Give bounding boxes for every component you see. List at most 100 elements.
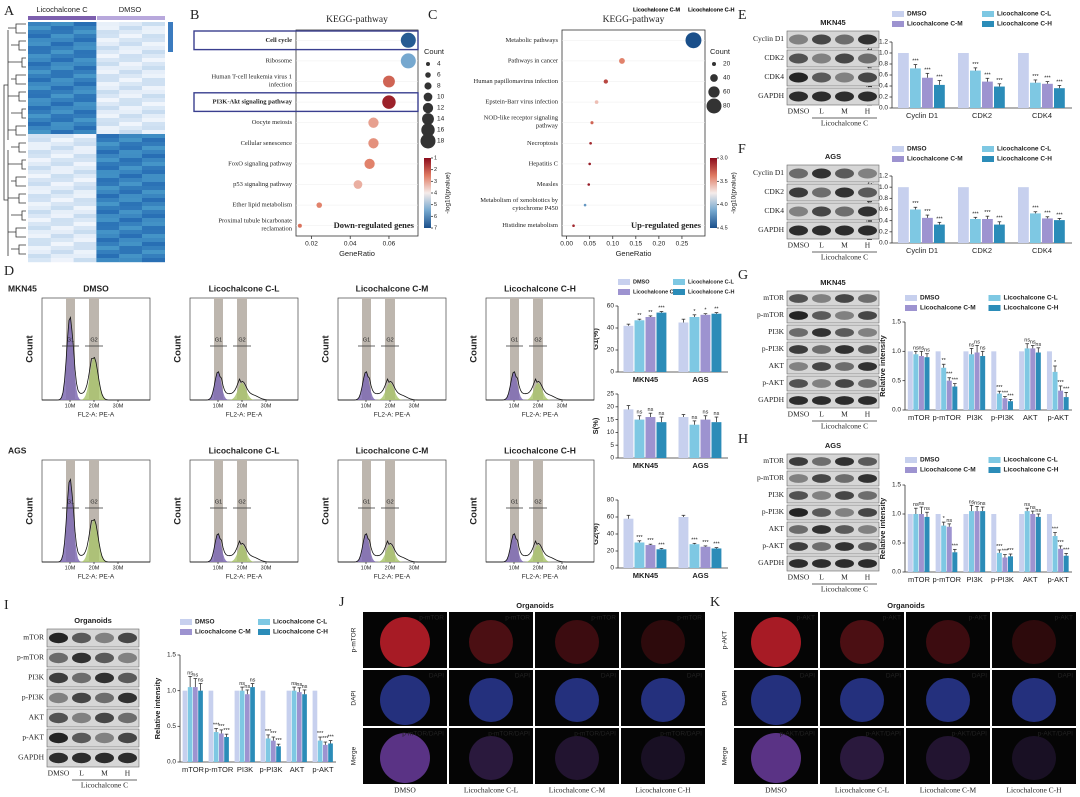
heatmap-cell <box>119 214 143 219</box>
y-tick-label: 0.4 <box>879 83 888 90</box>
significance-label: ns <box>714 411 720 417</box>
lane-label: L <box>819 573 824 582</box>
heatmap-cell <box>28 258 51 263</box>
row-label: p-mTOR <box>351 627 358 652</box>
lane-label: DMSO <box>788 107 810 116</box>
blot-row-label: p-PI3K <box>22 693 45 702</box>
y-tick-label: 1.0 <box>879 184 888 191</box>
organoid <box>926 736 970 780</box>
lane-label: DMSO <box>788 410 810 419</box>
blot-band <box>835 187 854 198</box>
heatmap-cell <box>50 34 74 39</box>
lane-label: DMSO <box>48 769 70 778</box>
lane-label: DMSO <box>788 573 810 582</box>
blot-strip <box>786 307 880 324</box>
legend-label: DMSO <box>907 11 927 18</box>
blot-row-label: Cyclin D1 <box>753 168 784 177</box>
blot-band <box>812 187 831 198</box>
legend-swatch <box>673 279 685 285</box>
heatmap-cell <box>50 150 74 155</box>
heatmap-cell <box>96 26 120 31</box>
blot-band <box>858 362 877 371</box>
size-legend-dot <box>710 74 718 82</box>
significance-label: *** <box>946 372 953 378</box>
y-tick-label: 0.4 <box>879 217 888 224</box>
legend-label: Licochalcone C-L <box>688 279 734 285</box>
y-tick-label: 60 <box>607 303 615 310</box>
micrograph <box>992 728 1076 784</box>
blot-strip <box>46 628 140 648</box>
significance-label: *** <box>1007 393 1014 399</box>
significance-label: *** <box>275 738 282 744</box>
blot-strip <box>786 392 880 409</box>
x-tick-label: 0.02 <box>305 241 318 248</box>
bar <box>994 224 1005 243</box>
heatmap-cell <box>28 182 51 187</box>
blot-row-label: p-mTOR <box>757 310 784 319</box>
organoid <box>751 733 801 783</box>
blot-band <box>858 457 877 466</box>
g2-peak <box>486 382 594 400</box>
blot-band <box>858 328 877 337</box>
lane-label: H <box>865 410 871 419</box>
significance-label: ns <box>980 345 986 351</box>
heatmap-cell <box>96 138 120 143</box>
blot-strip <box>46 688 140 708</box>
legend-label: Licochalcone C-H <box>688 289 734 295</box>
significance-label: ns <box>198 677 204 683</box>
x-axis-label: GeneRatio <box>339 249 375 258</box>
bar <box>941 525 947 572</box>
x-tick-label: 20M <box>89 403 100 409</box>
heatmap-cell <box>50 170 74 175</box>
significance-label: ns <box>637 410 643 416</box>
g1-peak <box>190 371 298 400</box>
heatmap-cell <box>142 94 165 99</box>
dendrogram <box>11 40 26 51</box>
significance-label: *** <box>1044 211 1051 217</box>
bar <box>922 77 933 108</box>
bar <box>656 549 667 568</box>
gate-band <box>362 298 371 400</box>
heatmap-cell <box>73 242 97 247</box>
heatmap-cell <box>119 82 143 87</box>
heatmap-cell <box>142 86 165 91</box>
panel-title: DMSO <box>83 283 109 293</box>
bar <box>946 380 952 410</box>
heatmap-cell <box>73 234 97 239</box>
heatmap-cell <box>50 238 74 243</box>
heatmap-cell <box>28 254 51 259</box>
bar <box>935 351 941 410</box>
heatmap-cell <box>142 102 165 107</box>
significance-label: ns <box>919 501 925 507</box>
blot-band <box>49 712 68 724</box>
heatmap-cell <box>73 46 97 51</box>
size-legend-label: 20 <box>723 61 731 68</box>
y-tick-label: 0.5 <box>167 723 176 730</box>
blot-strip <box>46 728 140 748</box>
channel-tag: DAPI <box>886 673 901 680</box>
heatmap-cell <box>28 142 51 147</box>
gate-label: G1 <box>511 499 518 505</box>
heatmap-cell <box>96 242 120 247</box>
blot-row-label: PI3K <box>768 490 784 499</box>
heatmap-cell <box>73 22 97 27</box>
blot-band <box>858 474 877 483</box>
blot-band <box>858 311 877 320</box>
blot-band <box>49 632 68 644</box>
blot-strip <box>786 341 880 358</box>
heatmap-cell <box>119 150 143 155</box>
category-label: Hepatitis C <box>529 160 558 167</box>
blot-band <box>812 542 831 551</box>
heatmap-cell <box>73 254 97 259</box>
heatmap-cell <box>28 186 51 191</box>
bar <box>1058 390 1064 410</box>
gate-band <box>510 298 519 400</box>
heatmap-cell <box>28 162 51 167</box>
row-label: Merge <box>351 746 358 765</box>
gate-band <box>533 460 543 562</box>
lane-label: H <box>125 769 131 778</box>
heatmap-cell <box>119 194 143 199</box>
gate-band <box>362 460 371 562</box>
heatmap-cell <box>119 190 143 195</box>
color-tick-label: 2 <box>434 167 437 173</box>
